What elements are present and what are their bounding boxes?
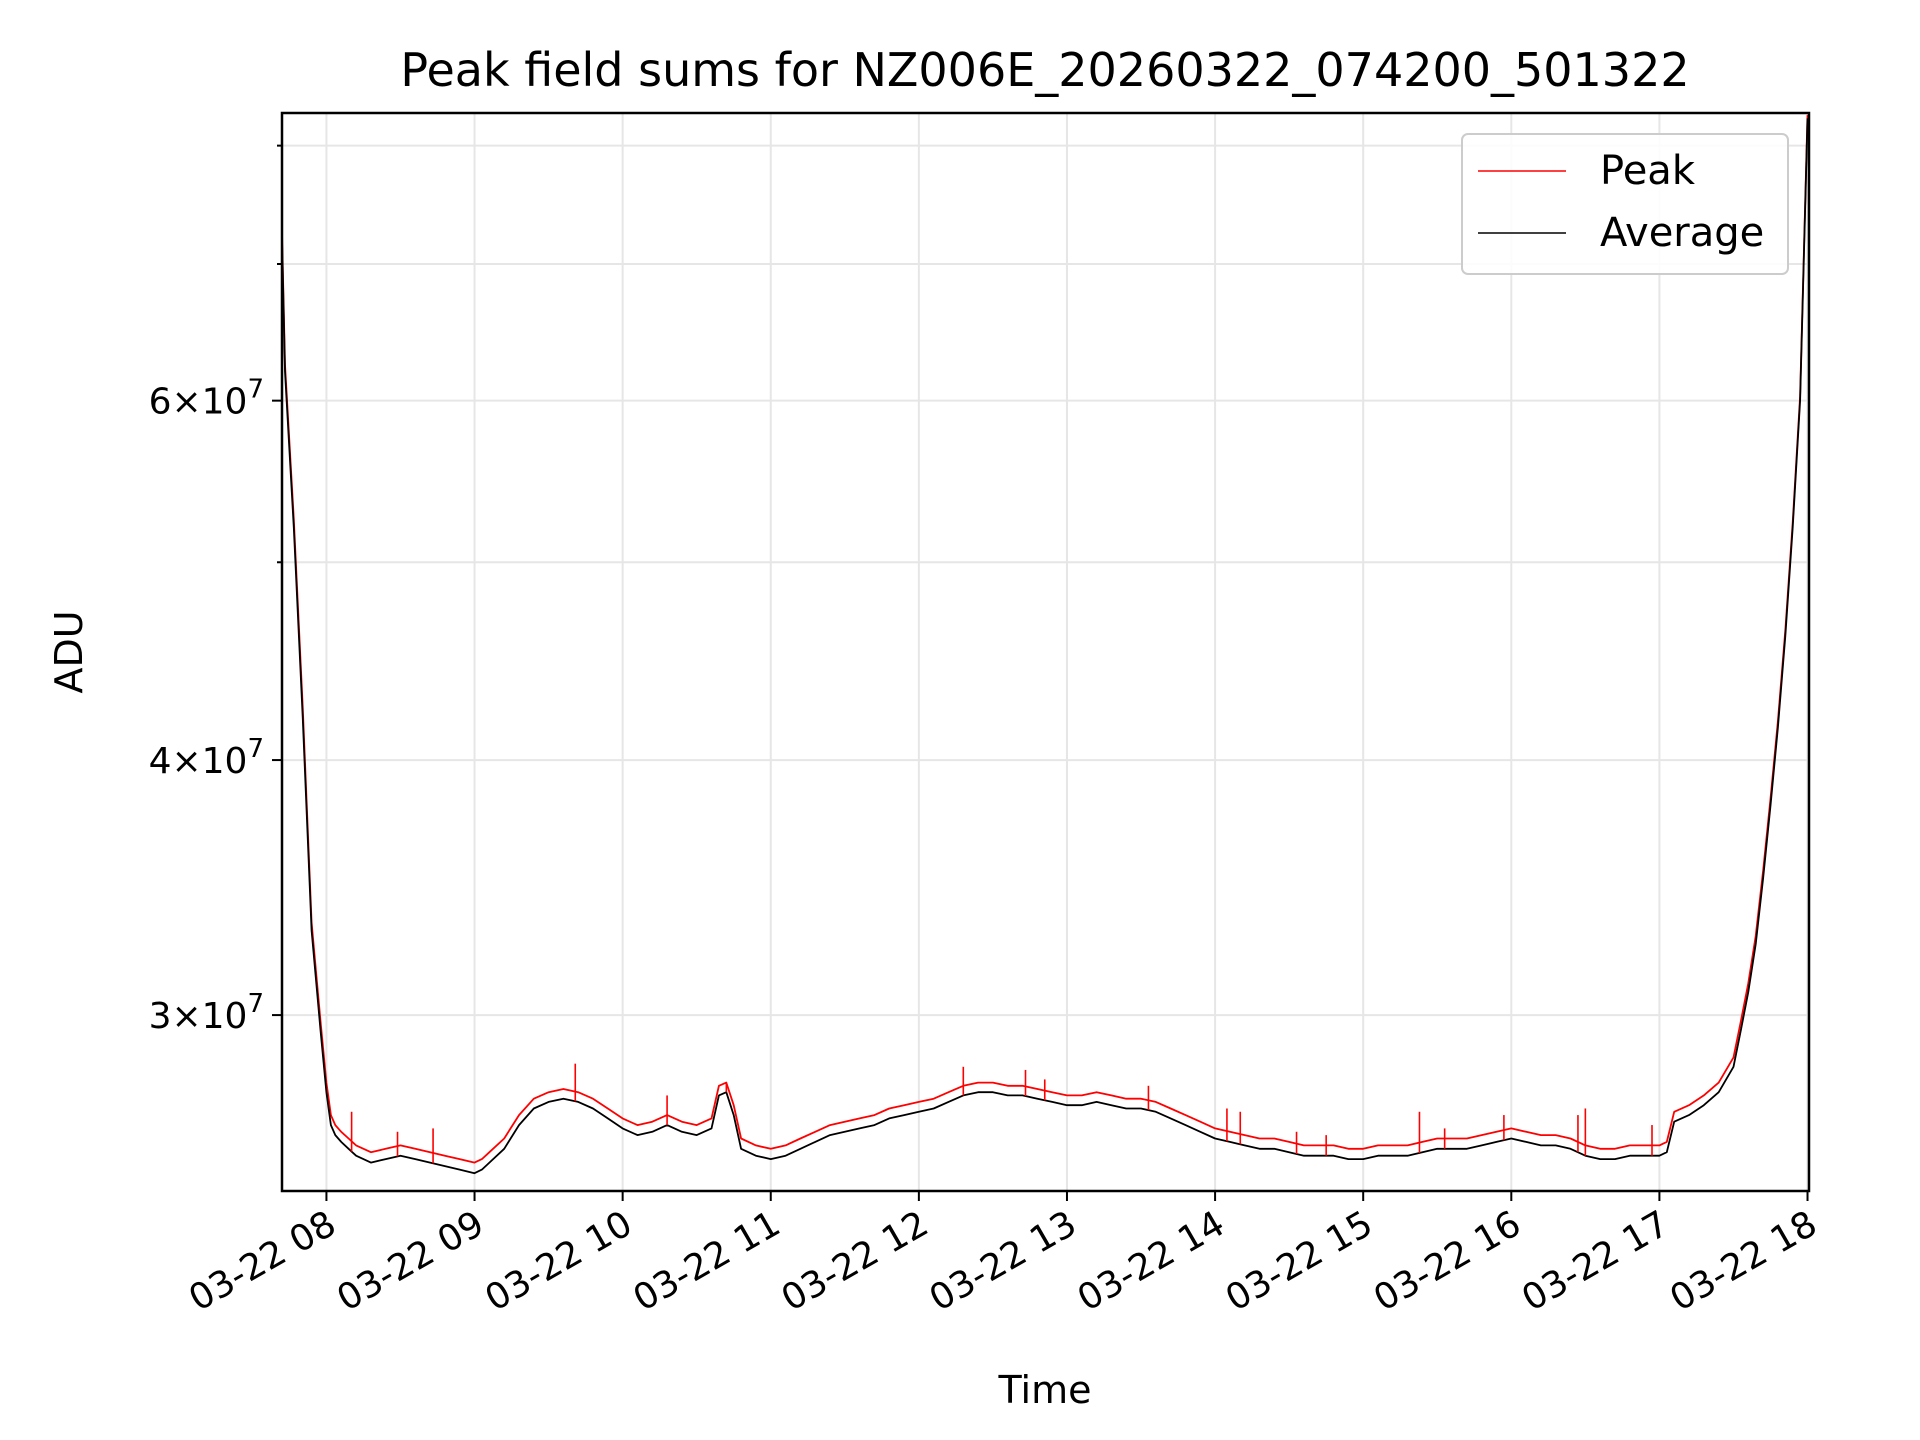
legend-peak-label: Peak (1600, 148, 1696, 194)
chart-title: Peak field sums for NZ006E_20260322_0742… (400, 43, 1689, 97)
legend-average-label: Average (1600, 210, 1764, 256)
grid (282, 113, 1809, 1191)
plot-series (281, 115, 1809, 1175)
series-line-average (281, 118, 1809, 1175)
y-axis-ticks: 3×107 4×107 6×107 (149, 144, 282, 1037)
y-tick-label: 6×107 (149, 375, 264, 423)
y-tick-label: 3×107 (149, 989, 264, 1037)
x-axis-label: Time (998, 1368, 1092, 1412)
y-tick-label: 4×107 (149, 734, 264, 782)
y-axis-label: ADU (47, 610, 91, 693)
series-line-peak (281, 115, 1809, 1164)
legend: Peak Average (1461, 133, 1789, 275)
legend-box (1461, 133, 1789, 275)
plot-area-frame (280, 111, 1811, 1193)
